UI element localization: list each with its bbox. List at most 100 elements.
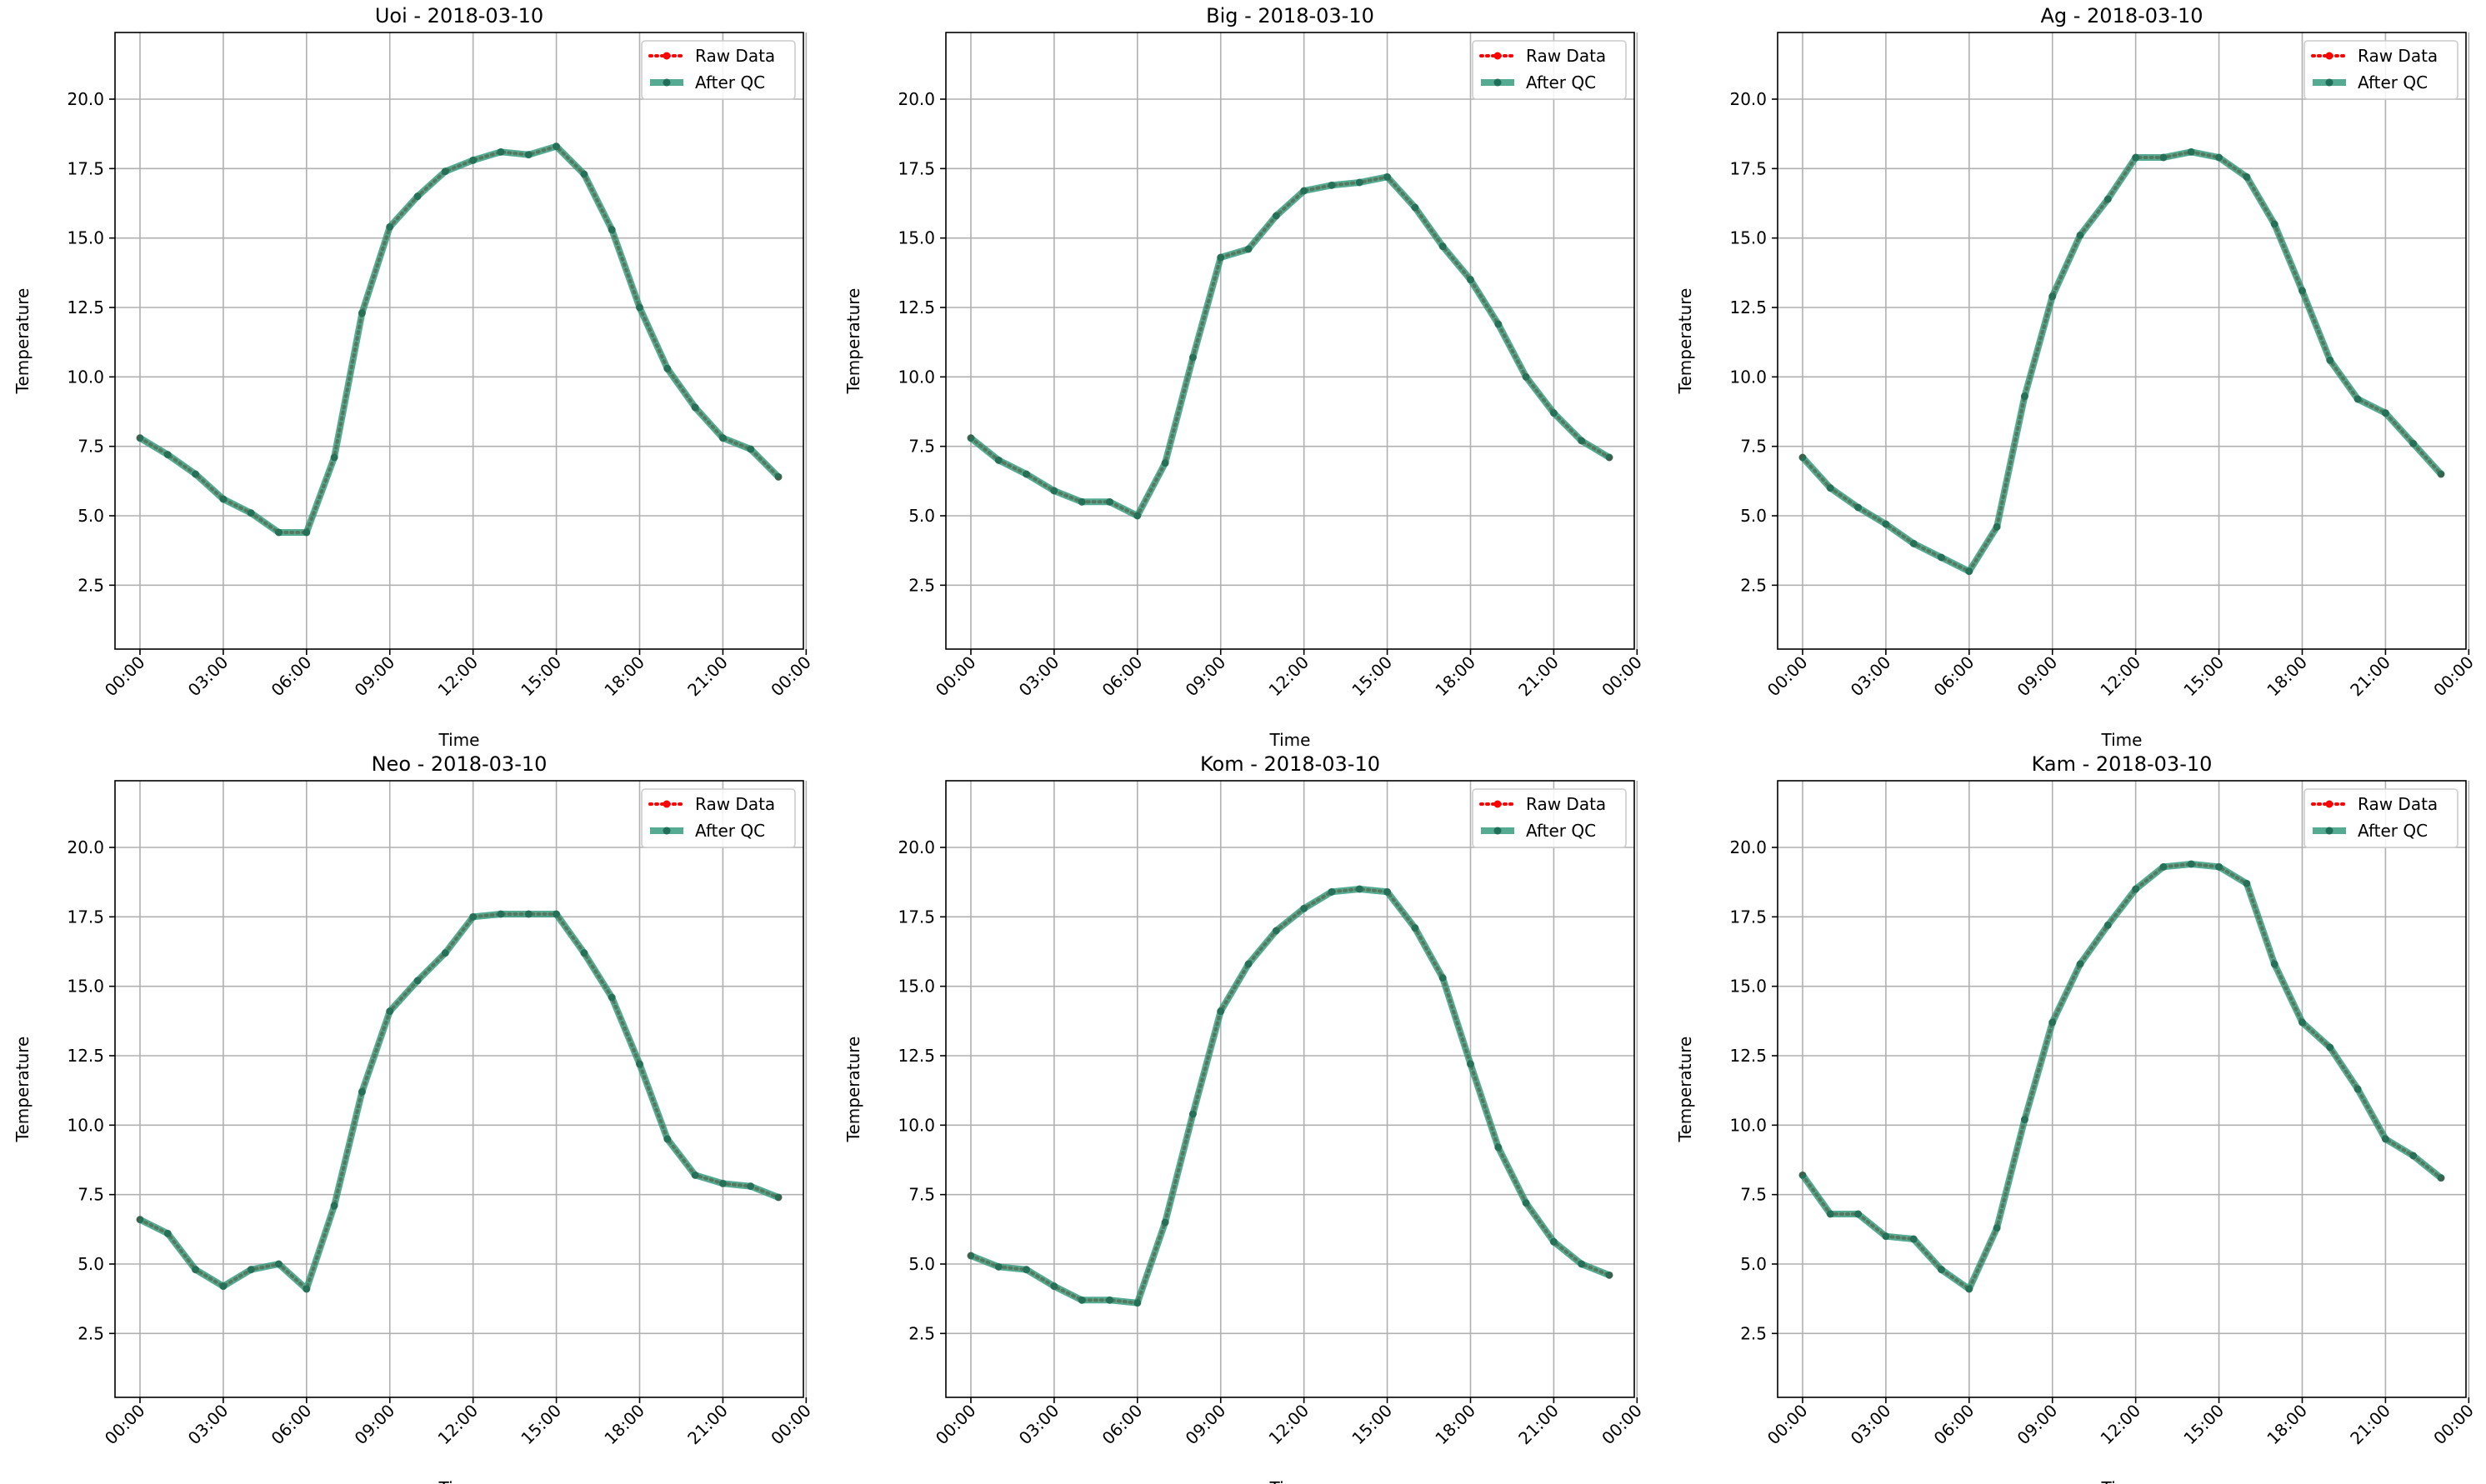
chart-0-legend-label-1: After QC — [695, 72, 765, 92]
chart-5-xtick-label-0: 00:00 — [1763, 1401, 1812, 1449]
chart-3-qc-point-11 — [441, 949, 449, 957]
chart-2-xtick-label-5: 15:00 — [2179, 652, 2228, 701]
chart-2-qc-point-10 — [2076, 231, 2084, 239]
chart-3-ytick-label-7: 20.0 — [67, 837, 104, 857]
chart-4-qc-point-9 — [1217, 1007, 1225, 1016]
chart-5-qc-point-16 — [2243, 879, 2251, 887]
chart-1-legend-label-1: After QC — [1526, 72, 1596, 92]
chart-0-xtick-label-0: 00:00 — [101, 652, 149, 701]
chart-5-qc-point-10 — [2076, 960, 2084, 968]
chart-4-ytick-label-4: 12.5 — [898, 1046, 935, 1066]
chart-4-qc-point-20 — [1522, 1199, 1530, 1207]
chart-5-ytick-label-1: 5.0 — [1740, 1254, 1767, 1274]
chart-3-xtick-label-0: 00:00 — [101, 1401, 149, 1449]
chart-1-frame — [945, 32, 1635, 650]
chart-5-ytick-label-0: 2.5 — [1740, 1323, 1767, 1343]
chart-2-qc-point-5 — [1938, 553, 1946, 562]
chart-2-qc-point-11 — [2103, 195, 2112, 203]
chart-1-qc-point-3 — [1050, 487, 1058, 495]
chart-2-ytick-label-7: 20.0 — [1729, 89, 1767, 109]
chart-4-series-raw-line — [969, 887, 1611, 1305]
chart-1-ytick-label-2: 7.5 — [908, 437, 935, 457]
chart-3-qc-point-4 — [247, 1266, 255, 1274]
chart-3-qc-point-14 — [524, 910, 533, 918]
chart-0-qc-point-0 — [136, 434, 144, 442]
chart-3-qc-point-1 — [163, 1229, 172, 1237]
chart-3-title: Neo - 2018-03-10 — [372, 752, 548, 776]
chart-3-ytick-label-2: 7.5 — [78, 1185, 104, 1205]
chart-2-qc-point-21 — [2381, 409, 2389, 417]
chart-1-qc-point-6 — [1133, 512, 1142, 520]
chart-0-qc-point-20 — [691, 403, 699, 412]
chart-5-qc-point-8 — [2020, 1116, 2028, 1124]
chart-0-legend-label-0: Raw Data — [695, 46, 775, 66]
chart-4-qc-point-11 — [1272, 927, 1280, 935]
chart-5-ytick-label-6: 17.5 — [1729, 907, 1767, 927]
chart-3-legend-label-1: After QC — [695, 821, 765, 841]
chart-0-qc-point-17 — [608, 226, 616, 234]
chart-5-legend: Raw Data After QC — [2303, 788, 2458, 848]
chart-2-qc-point-20 — [2353, 395, 2362, 403]
chart-4-qc-point-21 — [1549, 1237, 1558, 1246]
chart-5-series-raw-line — [1801, 862, 2443, 1292]
chart-5-qc-point-7 — [1993, 1224, 2001, 1232]
chart-3-frame — [114, 780, 804, 1398]
chart-5-ytick-label-5: 15.0 — [1729, 977, 1767, 997]
chart-5-qc-point-13 — [2159, 862, 2168, 871]
chart-2-qc-point-17 — [2270, 220, 2278, 228]
chart-1-legend: Raw Data After QC — [1472, 40, 1627, 100]
chart-3-ylabel: Temperature — [13, 1037, 33, 1143]
chart-0-qc-point-16 — [580, 170, 588, 178]
chart-5-qc-point-22 — [2409, 1152, 2418, 1160]
chart-3-qc-point-22 — [747, 1182, 755, 1191]
chart-1-ytick-label-4: 12.5 — [898, 297, 935, 317]
chart-3-qc-point-3 — [219, 1282, 228, 1291]
chart-2-xtick-label-1: 03:00 — [1847, 652, 1895, 701]
chart-3-xtick-label-5: 15:00 — [517, 1401, 565, 1449]
chart-4-legend-raw-marker — [1493, 800, 1502, 808]
chart-3-legend-qc-marker — [663, 827, 671, 835]
chart-5-qc-point-3 — [1882, 1232, 1890, 1241]
chart-1-xtick-label-0: 00:00 — [932, 652, 980, 701]
chart-4-qc-point-5 — [1106, 1296, 1114, 1304]
chart-1-xtick-label-5: 15:00 — [1348, 652, 1396, 701]
chart-0-qc-point-13 — [497, 147, 505, 156]
chart-4-xtick-label-8: 00:00 — [1598, 1401, 1646, 1449]
chart-0-ytick-label-4: 12.5 — [67, 297, 104, 317]
chart-4-qc-point-8 — [1188, 1110, 1197, 1118]
chart-4-qc-point-4 — [1078, 1296, 1086, 1304]
chart-2-qc-point-15 — [2215, 153, 2223, 162]
chart-2-legend-label-0: Raw Data — [2358, 46, 2438, 66]
chart-1-xtick-label-1: 03:00 — [1015, 652, 1063, 701]
chart-5-qc-point-12 — [2132, 885, 2140, 893]
chart-2-ytick-label-2: 7.5 — [1740, 437, 1767, 457]
chart-5-xtick-label-3: 09:00 — [2013, 1401, 2062, 1449]
chart-1-legend-raw-marker — [1493, 52, 1502, 60]
chart-0-ytick-label-5: 15.0 — [67, 228, 104, 248]
chart-5-ytick-label-3: 10.0 — [1729, 1115, 1767, 1135]
chart-2-qc-point-12 — [2132, 153, 2140, 162]
chart-5-qc-point-23 — [2437, 1174, 2445, 1182]
chart-4-title: Kom - 2018-03-10 — [1200, 752, 1380, 776]
chart-2-ytick-label-0: 2.5 — [1740, 575, 1767, 595]
chart-3-qc-point-20 — [691, 1171, 699, 1179]
chart-1-xlabel: Time — [1269, 730, 1311, 750]
chart-1-qc-point-22 — [1578, 437, 1586, 445]
chart-4-ytick-label-7: 20.0 — [898, 837, 935, 857]
chart-3-xlabel: Time — [438, 1478, 480, 1484]
chart-1-qc-point-4 — [1078, 497, 1086, 506]
chart-4-qc-point-12 — [1300, 904, 1308, 912]
chart-5-qc-point-6 — [1965, 1285, 1973, 1293]
chart-0-ylabel: Temperature — [13, 288, 33, 395]
chart-0-qc-point-19 — [663, 364, 672, 372]
chart-4-xtick-label-2: 06:00 — [1098, 1401, 1147, 1449]
chart-4-qc-point-18 — [1466, 1060, 1474, 1068]
chart-1-ytick-label-1: 5.0 — [908, 506, 935, 526]
chart-3-qc-point-5 — [275, 1260, 283, 1268]
chart-5-qc-point-1 — [1826, 1210, 1834, 1218]
chart-2-series-qc-line — [1800, 148, 2443, 575]
chart-4-qc-point-10 — [1244, 960, 1253, 968]
chart-1-ytick-label-7: 20.0 — [898, 89, 935, 109]
chart-4-qc-point-13 — [1328, 887, 1336, 896]
chart-0-qc-point-1 — [163, 451, 172, 459]
